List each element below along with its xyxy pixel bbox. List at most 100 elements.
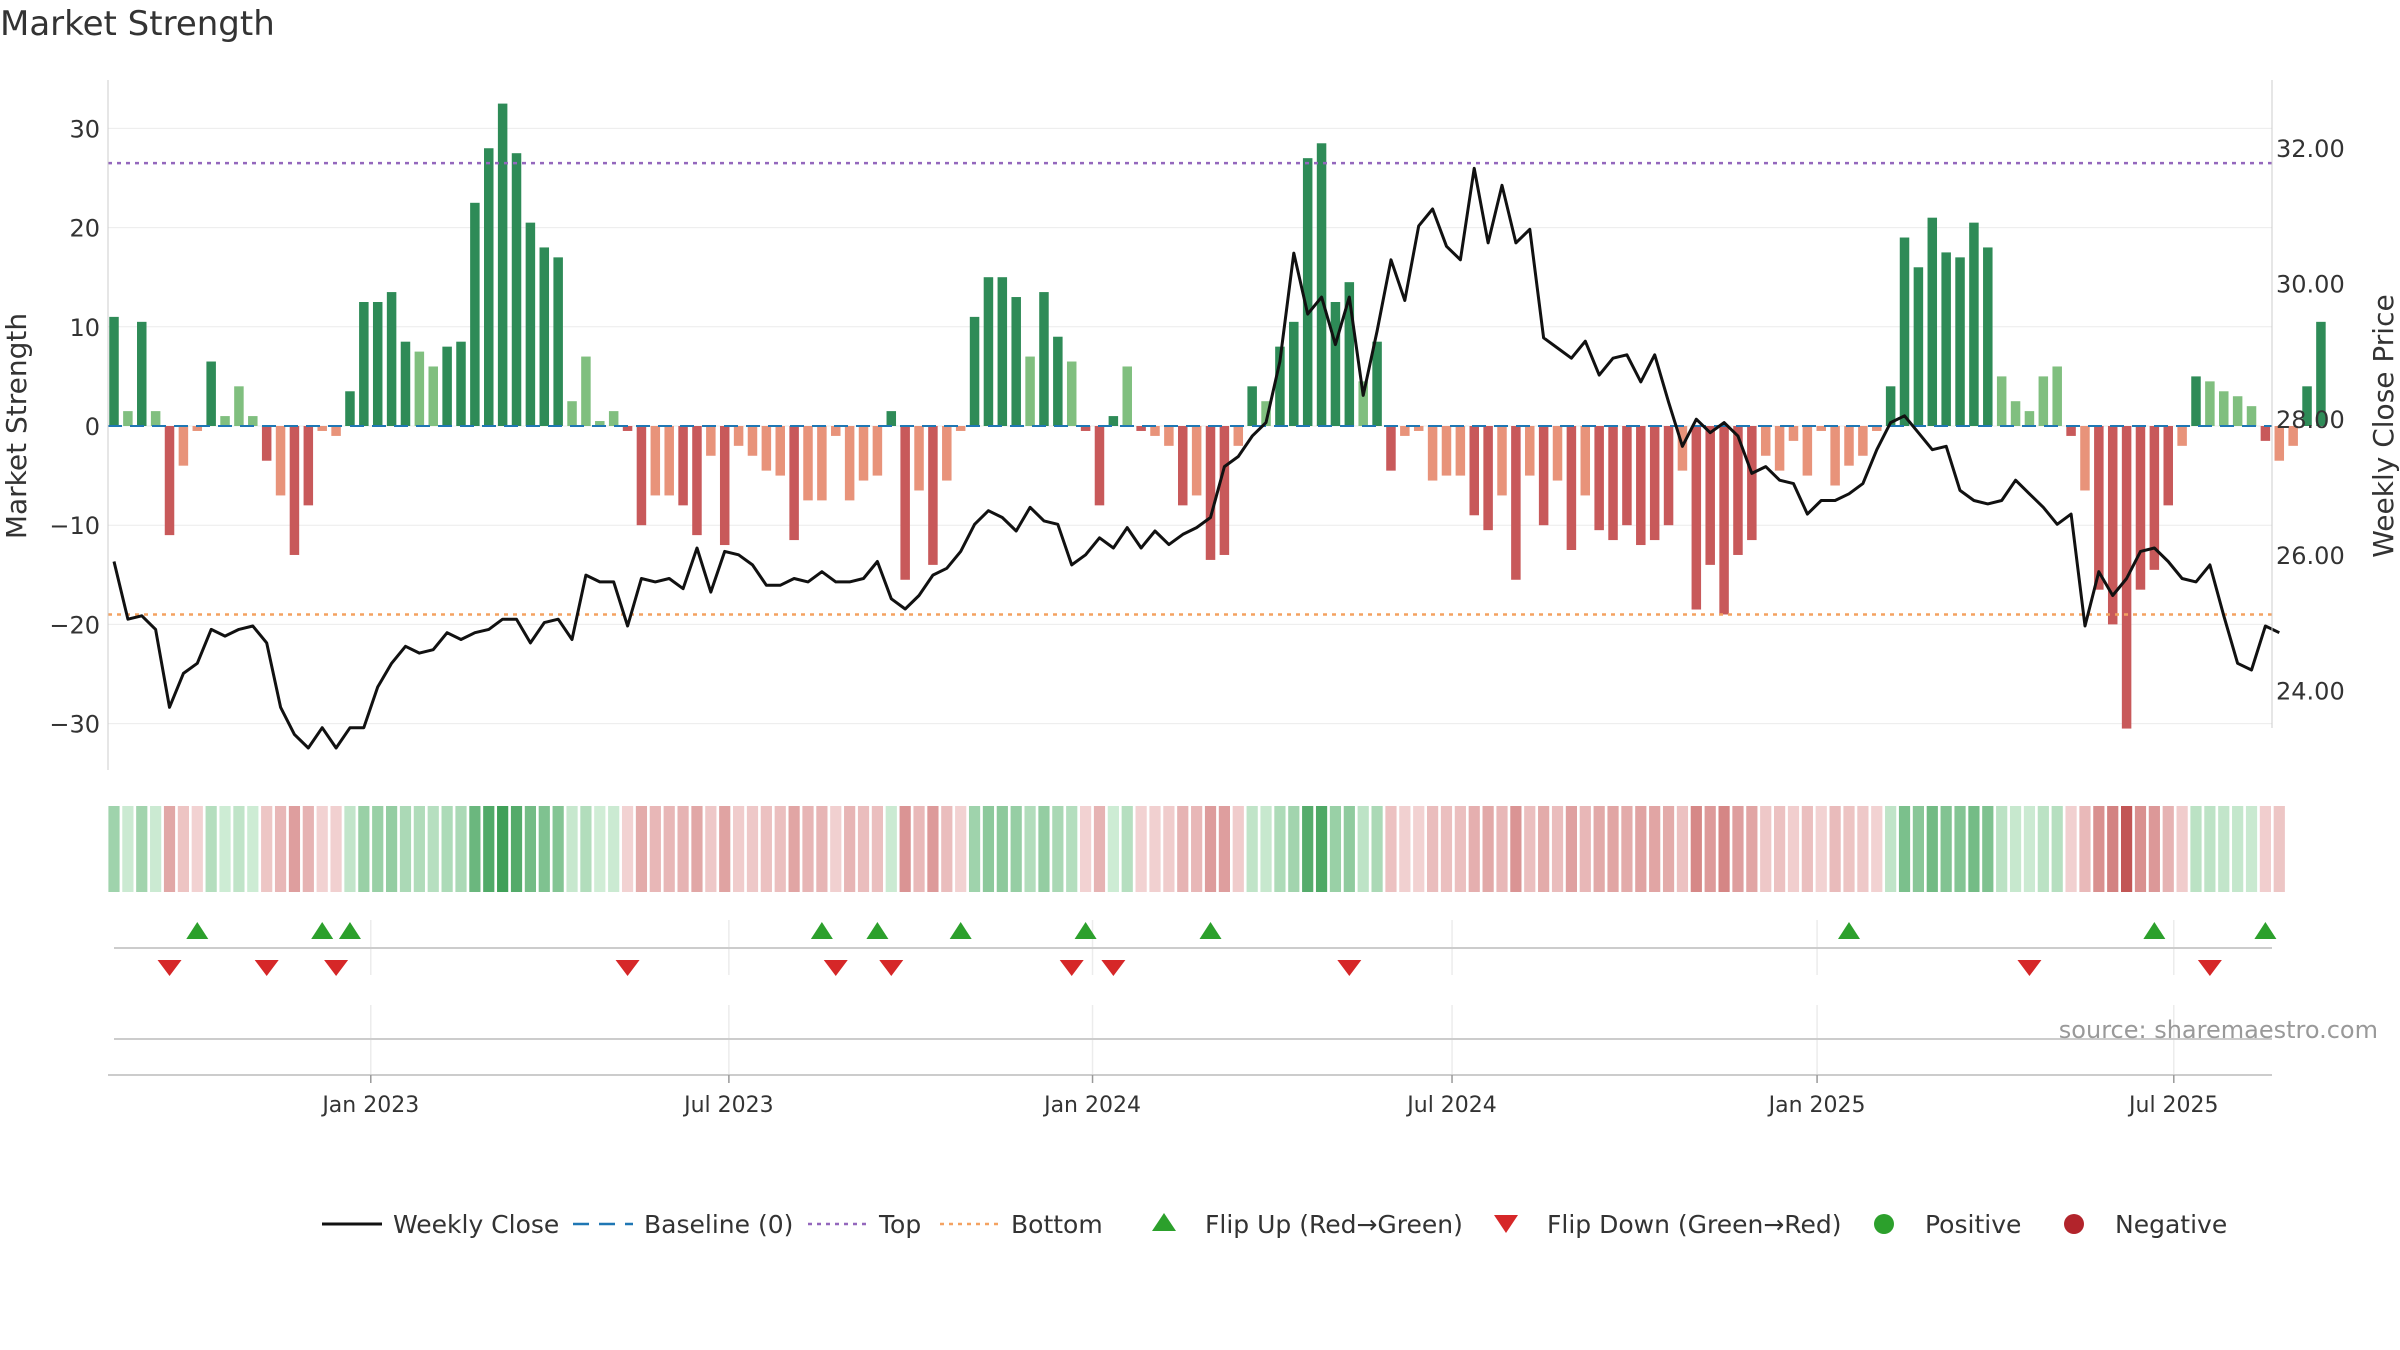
strength-bar [1844, 426, 1854, 466]
right-tick-label: 26.00 [2276, 542, 2345, 570]
strip-cell [316, 806, 328, 892]
strip-cell [830, 806, 842, 892]
strength-bar [1413, 426, 1424, 431]
strip-cell [427, 806, 439, 892]
strip-cell [2079, 806, 2091, 892]
strip-cell [1871, 806, 1883, 892]
strip-cell [663, 806, 675, 892]
reference-lines [108, 161, 2272, 616]
strength-bar [1316, 143, 1327, 426]
strip-cell [1718, 806, 1730, 892]
strength-bar [747, 426, 758, 456]
strip-cell [982, 806, 995, 892]
strength-bar [1941, 252, 1951, 426]
strip-cell [927, 806, 939, 892]
strip-cell [871, 806, 883, 892]
flip-down-marker [823, 960, 848, 976]
strip-cell [344, 806, 356, 892]
strip-cell [1774, 806, 1786, 892]
strength-bar [886, 411, 897, 426]
strip-cell [1579, 806, 1591, 892]
strength-bar [1108, 416, 1119, 426]
strength-bar [733, 426, 744, 446]
legend-label: Weekly Close [393, 1210, 559, 1239]
strip-cell [1052, 806, 1064, 892]
strength-bar [2135, 426, 2146, 590]
x-tick-label: Jul 2025 [2127, 1093, 2219, 1118]
strength-bar [1774, 426, 1785, 471]
legend-label: Flip Up (Red→Green) [1205, 1210, 1463, 1239]
strength-bar [1080, 426, 1091, 431]
strength-bar [1872, 426, 1882, 431]
strength-bar [1205, 426, 1216, 560]
strip-cell [1649, 806, 1661, 892]
strip-cell [1329, 806, 1342, 892]
strip-cell [1274, 806, 1286, 892]
strength-bar [595, 421, 605, 426]
strip-cell [621, 806, 634, 892]
strip-cell [746, 806, 759, 892]
strip-cell [1732, 806, 1744, 892]
strength-bar [1996, 376, 2007, 426]
strip-cell [1510, 806, 1522, 892]
strip-cell [1315, 806, 1328, 892]
strip-cell [1024, 806, 1036, 892]
strength-bar [1483, 426, 1493, 531]
strength-bar [1372, 341, 1382, 426]
strip-cell [1982, 806, 1994, 892]
legend-item: Negative [2064, 1210, 2227, 1239]
strength-bar [150, 411, 161, 426]
strip-cell [1107, 806, 1119, 892]
strength-bar [1386, 426, 1396, 471]
strength-bar [2080, 426, 2090, 491]
strength-bar [844, 426, 855, 501]
strip-cell [2009, 806, 2022, 892]
strength-bar [858, 426, 869, 481]
flip-up-marker [1199, 922, 1222, 939]
strip-cell [247, 806, 259, 892]
strength-bar [650, 426, 661, 496]
strip-cell [1940, 806, 1952, 892]
right-axis-label: Weekly Close Price [2367, 294, 2400, 557]
strip-cell [2232, 806, 2244, 892]
flip-up-marker [338, 922, 361, 939]
strength-bar [2260, 426, 2271, 441]
strength-bar [2010, 401, 2021, 426]
strength-bar [1150, 426, 1160, 436]
strength-bar [1233, 426, 1244, 446]
strength-heat-strip [108, 806, 2285, 892]
strength-bar [1136, 426, 1146, 431]
strip-cell [163, 806, 176, 892]
strength-bar [2024, 411, 2035, 426]
strip-cell [136, 806, 148, 892]
strength-bar [1858, 426, 1868, 456]
chart-title: Market Strength [0, 4, 275, 44]
strip-cell [2148, 806, 2160, 892]
strength-bar [1400, 426, 1410, 436]
strip-cell [1302, 806, 1314, 892]
strength-bar [1441, 426, 1452, 476]
strength-bar [2205, 381, 2215, 426]
strength-bar [803, 426, 813, 501]
left-tick-label: −20 [49, 611, 100, 639]
strip-cell [1524, 806, 1536, 892]
strip-cell [1954, 806, 1966, 892]
legend-item: Positive [1874, 1210, 2021, 1239]
strip-cell [1885, 806, 1897, 892]
strip-cell [1968, 806, 1980, 892]
strip-cell [1135, 806, 1147, 892]
strength-bar [109, 316, 119, 426]
strip-cell [1746, 806, 1758, 892]
strength-bar [331, 426, 341, 436]
flip-up-marker [866, 922, 889, 939]
strip-cell [1996, 806, 2008, 892]
strip-cell [1343, 806, 1355, 892]
strength-bar [817, 426, 827, 501]
strip-cell [996, 806, 1008, 892]
strength-bar [1885, 386, 1896, 426]
strength-bar [137, 321, 147, 426]
strip-cell [885, 806, 897, 892]
legend-item: Top [808, 1210, 921, 1239]
strip-cell [1621, 806, 1633, 892]
strength-bar [1261, 401, 1271, 426]
